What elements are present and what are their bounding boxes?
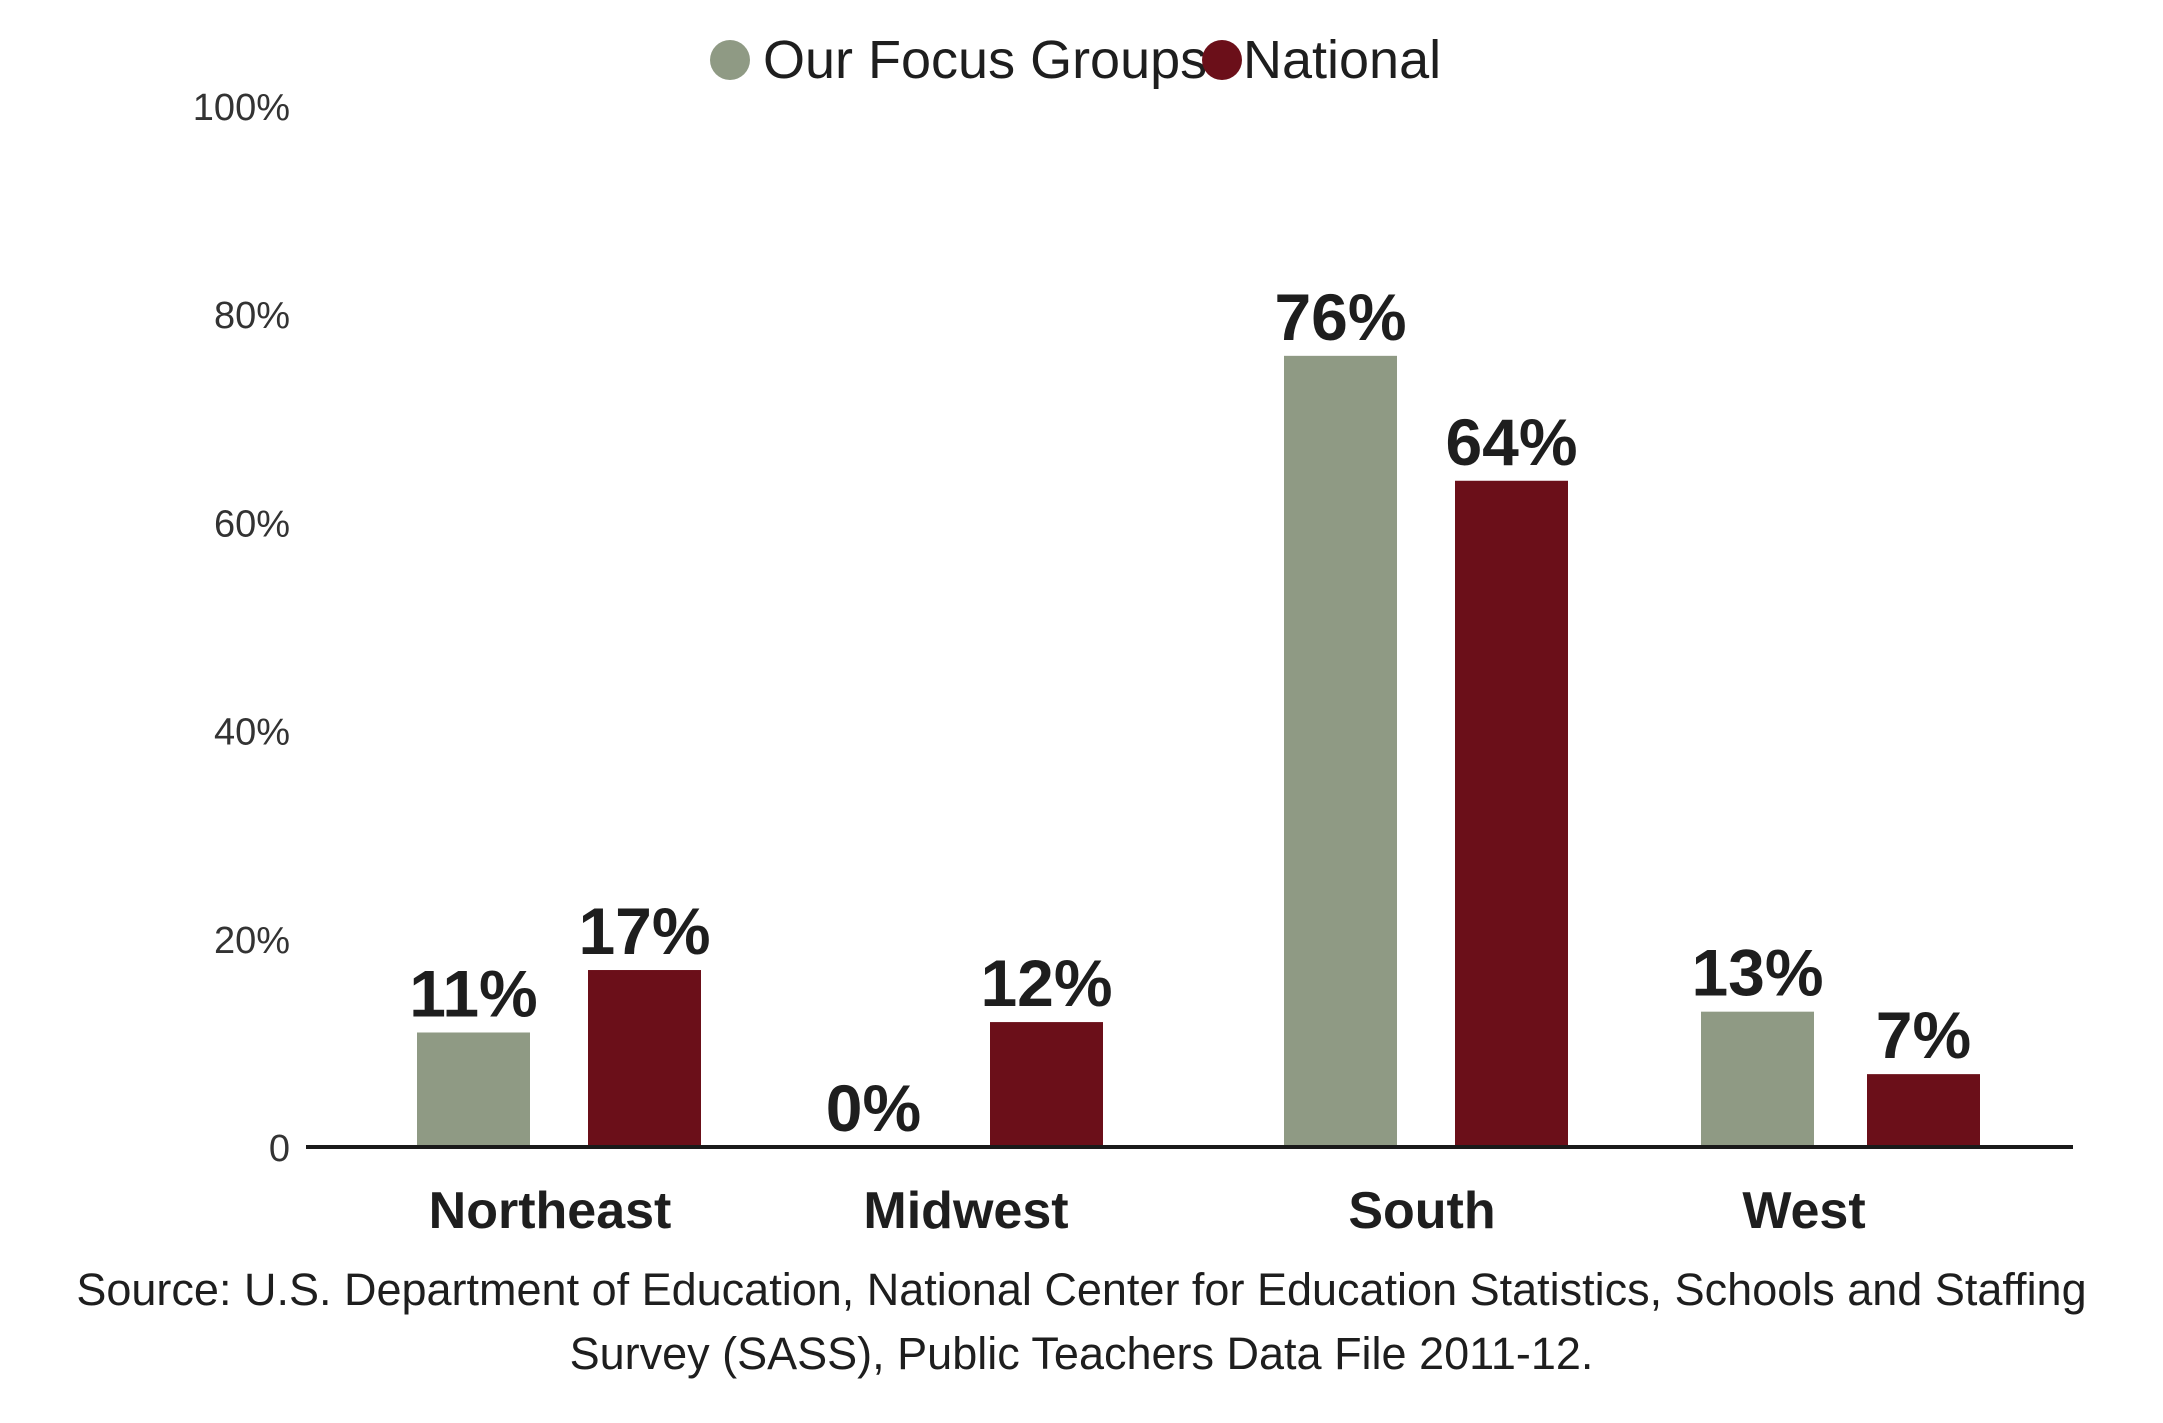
bar-midwest-series-1 [990, 1022, 1103, 1147]
bar-northeast-series-1 [588, 970, 701, 1147]
y-tick-label-3: 60% [214, 503, 290, 545]
data-label-west-series-0: 13% [1691, 936, 1823, 1010]
source-line-1: Source: U.S. Department of Education, Na… [76, 1264, 2087, 1315]
bar-south-series-1 [1455, 480, 1568, 1147]
legend-swatch-1 [1202, 40, 1242, 80]
bar-west-series-1 [1867, 1074, 1980, 1147]
legend-label-1: National [1243, 30, 1441, 90]
data-label-south-series-0: 76% [1274, 280, 1406, 354]
x-tick-label-west: West [1742, 1182, 1865, 1240]
data-label-midwest-series-1: 12% [980, 946, 1112, 1020]
data-label-west-series-1: 7% [1876, 998, 1971, 1072]
data-label-midwest-series-0: 0% [826, 1071, 921, 1145]
legend-swatch-0 [710, 40, 750, 80]
y-tick-label-1: 20% [214, 920, 290, 962]
y-tick-label-4: 80% [214, 295, 290, 337]
x-tick-label-midwest: Midwest [863, 1182, 1068, 1240]
bar-south-series-0 [1284, 355, 1397, 1148]
data-label-northeast-series-1: 17% [578, 894, 710, 968]
y-tick-label-0: 0 [269, 1128, 290, 1170]
x-tick-label-northeast: Northeast [429, 1182, 672, 1240]
y-axis: 0 20% 40% 60% 80% 100% [193, 87, 290, 1170]
legend: Our Focus Groups National [710, 30, 1441, 90]
bar-northeast-series-0 [417, 1032, 530, 1147]
bars: 11% 17% 0% 12% 76% 64% 13% 7% [409, 280, 1980, 1148]
bar-west-series-0 [1701, 1011, 1814, 1147]
x-tick-label-south: South [1348, 1182, 1495, 1240]
legend-label-0: Our Focus Groups [763, 30, 1207, 90]
x-axis: Northeast Midwest South West [306, 1145, 2073, 1240]
data-label-south-series-1: 64% [1445, 405, 1577, 479]
y-tick-label-2: 40% [214, 712, 290, 754]
data-label-northeast-series-0: 11% [409, 956, 537, 1030]
y-tick-label-5: 100% [193, 87, 290, 129]
source-line-2: Survey (SASS), Public Teachers Data File… [569, 1328, 1594, 1379]
